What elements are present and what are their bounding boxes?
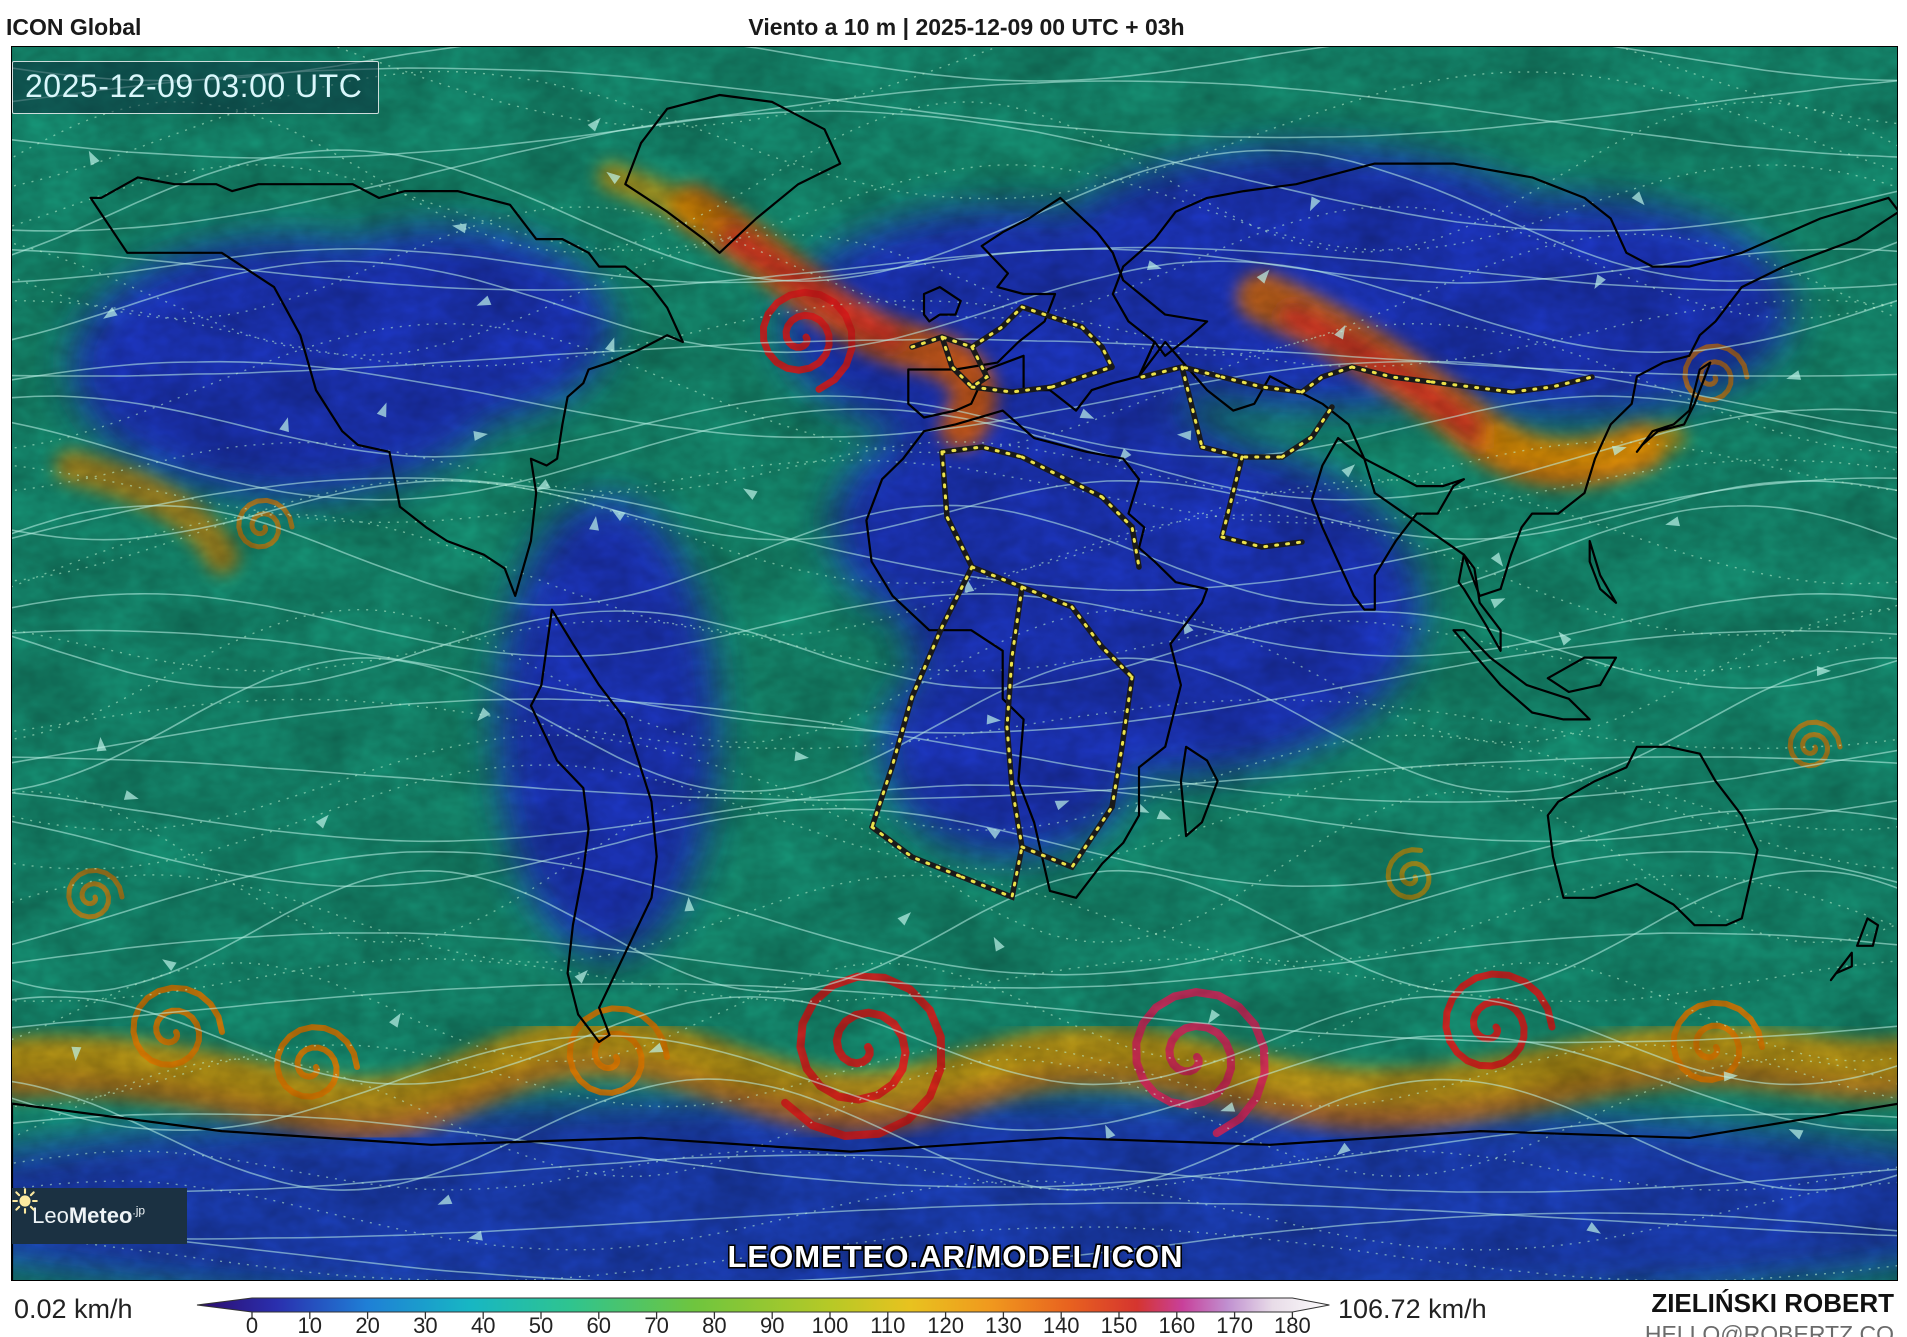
svg-text:80: 80 — [702, 1313, 726, 1337]
svg-text:60: 60 — [587, 1313, 611, 1337]
svg-text:170: 170 — [1216, 1313, 1253, 1337]
svg-text:70: 70 — [644, 1313, 668, 1337]
svg-text:40: 40 — [471, 1313, 495, 1337]
svg-text:120: 120 — [927, 1313, 964, 1337]
svg-text:150: 150 — [1101, 1313, 1138, 1337]
svg-text:140: 140 — [1043, 1313, 1080, 1337]
svg-text:50: 50 — [529, 1313, 553, 1337]
svg-text:100: 100 — [812, 1313, 849, 1337]
svg-text:20: 20 — [355, 1313, 379, 1337]
svg-text:10: 10 — [298, 1313, 322, 1337]
svg-text:110: 110 — [870, 1313, 905, 1337]
svg-text:160: 160 — [1158, 1313, 1195, 1337]
svg-text:130: 130 — [985, 1313, 1022, 1337]
svg-text:90: 90 — [760, 1313, 784, 1337]
svg-text:30: 30 — [413, 1313, 437, 1337]
svg-text:180: 180 — [1274, 1313, 1311, 1337]
svg-text:0: 0 — [246, 1313, 258, 1337]
